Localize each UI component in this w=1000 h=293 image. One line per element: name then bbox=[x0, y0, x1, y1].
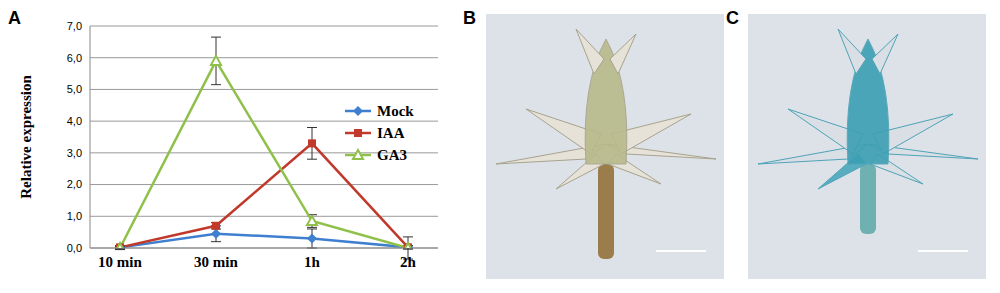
html-text:A: A bbox=[8, 8, 21, 28]
html-text:IAA: IAA bbox=[377, 124, 405, 141]
svg-text:Relative expression: Relative expression bbox=[18, 75, 34, 199]
svg-text:2h: 2h bbox=[400, 254, 417, 270]
html-text:GA3: GA3 bbox=[377, 146, 407, 163]
svg-text:3,0: 3,0 bbox=[67, 147, 82, 159]
svg-text:6,0: 6,0 bbox=[67, 52, 82, 64]
svg-text:2,0: 2,0 bbox=[67, 178, 82, 190]
html-text:Mock: Mock bbox=[377, 102, 414, 119]
svg-text:4,0: 4,0 bbox=[67, 115, 82, 127]
html-text:B: B bbox=[463, 8, 476, 28]
svg-text:1,0: 1,0 bbox=[67, 210, 82, 222]
svg-text:10 min: 10 min bbox=[98, 254, 142, 270]
svg-text:0,0: 0,0 bbox=[67, 242, 82, 254]
svg-text:7,0: 7,0 bbox=[67, 20, 82, 32]
svg-text:5,0: 5,0 bbox=[67, 83, 82, 95]
svg-text:1h: 1h bbox=[304, 254, 321, 270]
svg-text:30 min: 30 min bbox=[194, 254, 238, 270]
html-text:C: C bbox=[726, 8, 739, 28]
